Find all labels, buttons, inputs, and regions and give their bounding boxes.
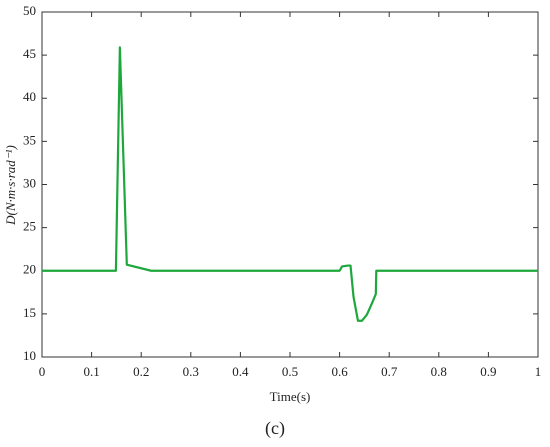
y-tick-label: 50 (23, 3, 36, 18)
y-tick-label: 40 (23, 89, 36, 104)
y-tick-label: 45 (23, 46, 36, 61)
data-line (42, 46, 538, 322)
x-tick-label: 0.3 (183, 364, 199, 379)
x-tick-label: 0.9 (480, 364, 496, 379)
x-tick-label: 1 (535, 364, 542, 379)
y-tick-label: 20 (23, 262, 36, 277)
caption: (c) (265, 418, 285, 439)
y-axis-label: D(N·m·s·rad⁻¹) (3, 145, 18, 226)
x-tick-label: 0.6 (331, 364, 348, 379)
y-tick-label: 30 (23, 175, 36, 190)
x-tick-label: 0.8 (431, 364, 447, 379)
y-tick-label: 25 (23, 219, 36, 234)
y-tick-label: 10 (23, 348, 36, 363)
x-tick-label: 0.4 (232, 364, 249, 379)
x-axis-label: Time(s) (270, 389, 311, 404)
x-tick-label: 0 (39, 364, 46, 379)
x-tick-label: 0.2 (133, 364, 149, 379)
x-tick-label: 0.1 (83, 364, 99, 379)
x-tick-label: 0.7 (381, 364, 398, 379)
x-tick-label: 0.5 (282, 364, 298, 379)
y-tick-label: 35 (23, 132, 36, 147)
y-tick-label: 15 (23, 305, 36, 320)
